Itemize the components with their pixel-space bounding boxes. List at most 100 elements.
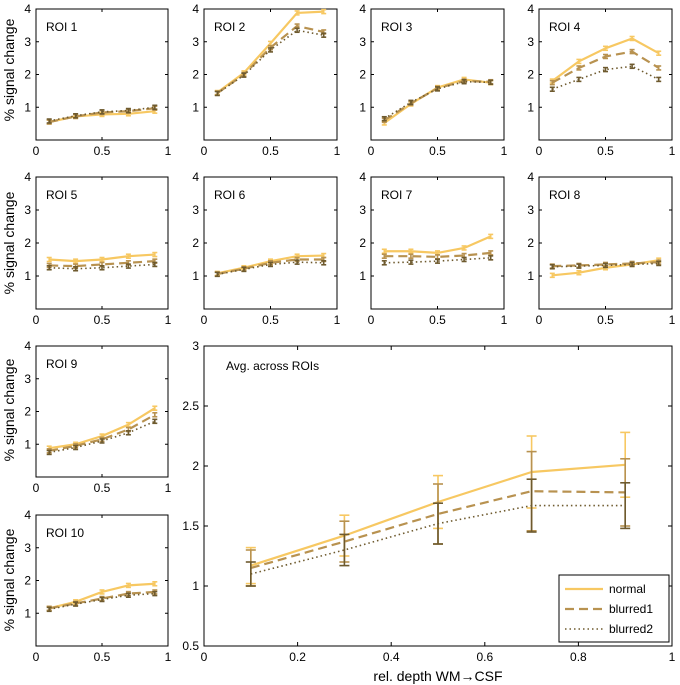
x-tick-label: 0: [201, 650, 208, 664]
errorbar-normal: [603, 45, 608, 52]
series-line-blurred1: [48, 107, 155, 124]
errorbar-normal: [321, 8, 327, 15]
x-tick-label: 0: [368, 144, 375, 158]
errorbar-normal: [125, 421, 131, 428]
y-tick-label: 2: [192, 68, 199, 82]
x-tick-label: 0.5: [94, 481, 111, 495]
panel-10: 0 0.5 1 1 2 3 4 ROI 10: [24, 508, 171, 664]
y-tick-label: 3: [359, 35, 366, 49]
errorbar-blurred1: [629, 48, 635, 55]
errorbar-blurred2: [214, 90, 220, 97]
errorbar-normal: [99, 256, 105, 263]
errorbar-normal: [152, 581, 158, 587]
x-tick-label: 1: [165, 650, 172, 664]
errorbar-blurred2: [603, 66, 608, 73]
y-tick-label: 2: [24, 405, 31, 419]
y-tick-label: 1: [359, 100, 366, 114]
errorbar-blurred2: [294, 259, 300, 265]
y-tick-label: 4: [24, 2, 31, 16]
errorbar-blurred2: [629, 261, 635, 268]
y-tick-label: 3: [192, 35, 199, 49]
errorbar-blurred2: [549, 263, 555, 270]
y-tick-label: 1: [192, 269, 199, 283]
x-tick-label: 0.6: [476, 650, 493, 664]
y-tick-label: 4: [359, 170, 366, 184]
series-line-blurred1: [48, 413, 156, 452]
y-tick-label: 1: [24, 606, 31, 620]
x-tick-label: 0.5: [94, 650, 111, 664]
errorbar-blurred2: [435, 258, 440, 264]
x-tick-label: 0.5: [94, 144, 111, 158]
errorbar-blurred2: [629, 63, 635, 70]
y-tick-label: 3: [527, 203, 534, 217]
x-tick-label: 0.5: [94, 313, 111, 327]
errorbar-normal: [408, 248, 414, 255]
y-tick-label: 2: [24, 236, 31, 250]
y-tick-label: 3: [24, 372, 31, 386]
legend-box: [558, 574, 670, 643]
errorbar-normal: [488, 233, 494, 240]
ylabel-row2: % signal change: [1, 191, 17, 294]
legend: normal blurred1 blurred2: [558, 574, 670, 643]
errorbar-blurred2: [381, 260, 387, 266]
panel-title: ROI 2: [214, 20, 246, 34]
errorbar-blurred2: [576, 263, 582, 269]
errorbar-blurred2: [620, 481, 631, 530]
errorbar-blurred2: [152, 104, 158, 111]
panel-11: 0 0.2 0.4 0.6 0.8 1 0.5 1 1.5 2 2.5 3 Avg. across RO…: [182, 339, 675, 664]
panel-3: 0 0.5 1 1 2 3 4 ROI 3: [359, 2, 507, 158]
errorbar-blurred2: [214, 271, 220, 278]
panel-title: ROI 7: [381, 188, 413, 202]
errorbar-blurred1: [408, 253, 414, 259]
panel-5: 0 0.5 1 1 2 3 4 ROI 5: [24, 170, 171, 327]
y-tick-label: 1: [527, 100, 534, 114]
y-tick-label: 1.5: [182, 519, 199, 533]
errorbar-blurred2: [241, 266, 247, 273]
legend-label-blurred2: blurred2: [609, 622, 653, 636]
y-tick-label: 1: [192, 100, 199, 114]
legend-label-normal: normal: [609, 582, 646, 596]
y-tick-label: 0.5: [182, 639, 199, 653]
panel-title: ROI 8: [549, 188, 581, 202]
errorbar-blurred2: [99, 109, 105, 115]
y-tick-label: 2: [24, 574, 31, 588]
x-tick-label: 1: [165, 481, 172, 495]
errorbar-normal: [152, 251, 158, 258]
errorbar-blurred2: [549, 86, 555, 93]
y-tick-label: 2: [527, 68, 534, 82]
y-tick-label: 4: [527, 2, 534, 16]
x-tick-label: 0.5: [597, 313, 614, 327]
errorbar-blurred2: [241, 72, 247, 78]
errorbar-blurred2: [268, 47, 273, 53]
errorbar-blurred2: [46, 449, 52, 456]
series-line-blurred1: [250, 490, 626, 570]
x-tick-label: 0: [536, 144, 543, 158]
errorbar-blurred2: [339, 533, 350, 567]
x-tick-label: 0: [368, 313, 375, 327]
errorbar-blurred1: [576, 65, 582, 71]
y-tick-label: 4: [527, 170, 534, 184]
errorbar-normal: [549, 272, 555, 279]
legend-label-blurred1: blurred1: [609, 602, 653, 616]
x-tick-label: 0.8: [570, 650, 587, 664]
errorbar-blurred2: [321, 32, 327, 38]
x-tick-label: 1: [501, 313, 508, 327]
y-tick-label: 1: [24, 100, 31, 114]
x-tick-label: 0.5: [429, 313, 446, 327]
y-tick-label: 4: [192, 170, 199, 184]
errorbar-normal: [99, 589, 105, 595]
errorbar-blurred2: [381, 115, 387, 122]
x-tick-label: 0.4: [383, 650, 400, 664]
y-tick-label: 3: [24, 203, 31, 217]
y-tick-label: 2: [359, 236, 366, 250]
errorbar-blurred2: [656, 76, 662, 83]
panel-9: 0 0.5 1 1 2 3 4 ROI 9: [24, 339, 171, 495]
panel-title: Avg. across ROIs: [226, 359, 319, 373]
xlabel-avg: rel. depth WM→CSF: [373, 668, 502, 684]
panel-4: 0 0.5 1 1 2 3 4 ROI 4: [527, 2, 675, 158]
errorbar-blurred2: [408, 259, 414, 265]
errorbar-blurred2: [152, 261, 158, 268]
x-tick-label: 0: [33, 313, 40, 327]
errorbar-blurred2: [526, 478, 537, 533]
